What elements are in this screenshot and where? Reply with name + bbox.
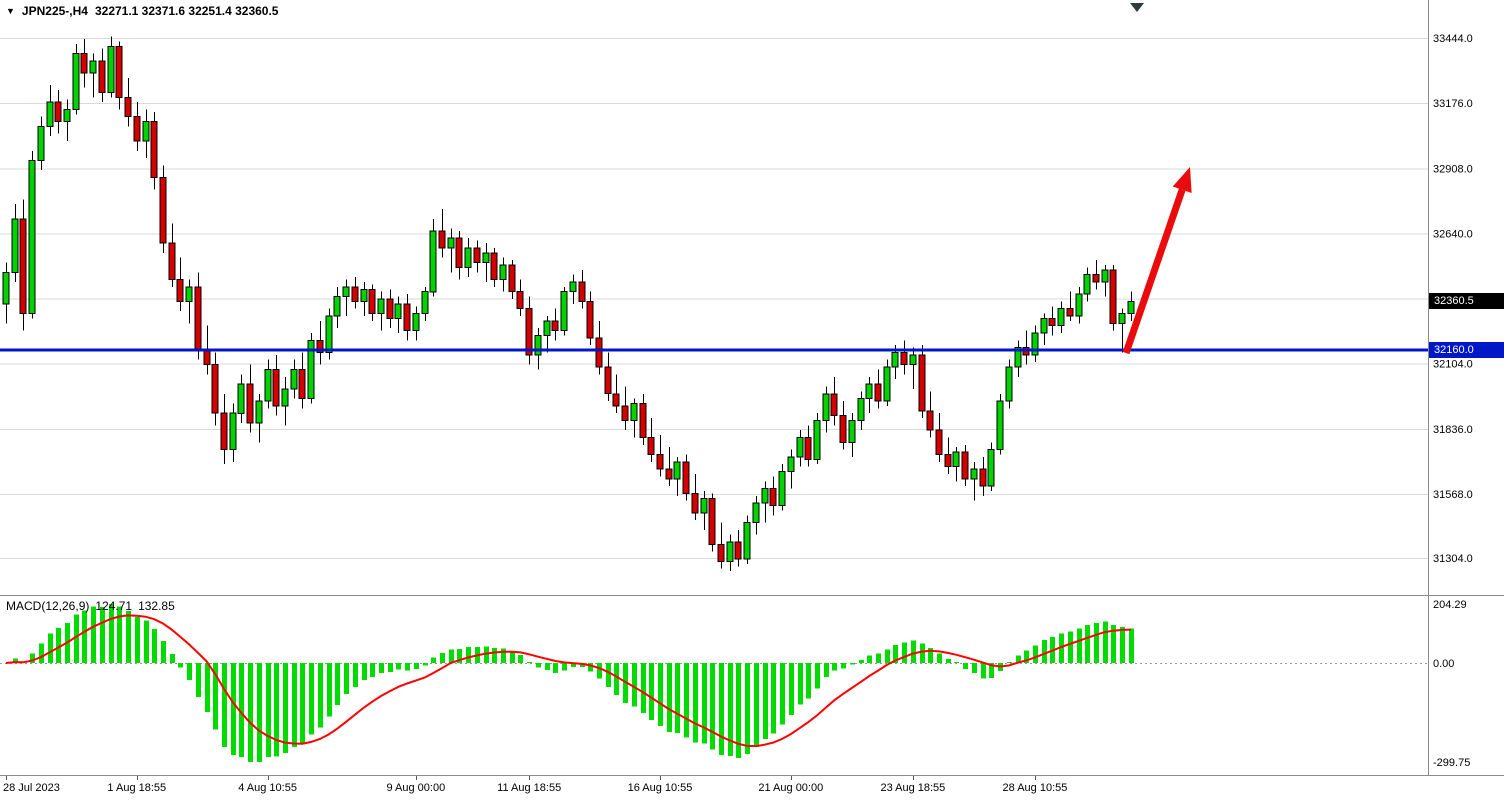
symbol-period-label: JPN225-,H4 xyxy=(21,4,88,18)
svg-text:32104.0: 32104.0 xyxy=(1433,359,1473,371)
symbol-dropdown-icon[interactable]: ▼ xyxy=(6,6,15,16)
svg-text:204.29: 204.29 xyxy=(1433,599,1467,611)
trend-arrow-object[interactable] xyxy=(1122,188,1186,355)
svg-text:11 Aug 18:55: 11 Aug 18:55 xyxy=(497,782,561,794)
svg-text:28 Jul 2023: 28 Jul 2023 xyxy=(3,782,60,794)
svg-text:0.00: 0.00 xyxy=(1433,658,1454,670)
macd-axis-labels[interactable]: 204.29 0.00 -299.75 xyxy=(1433,599,1470,769)
hline-price-badge: 32160.0 xyxy=(1429,342,1504,359)
candles-layer xyxy=(2,36,1135,572)
svg-text:-299.75: -299.75 xyxy=(1433,757,1470,769)
macd-signal-line xyxy=(5,614,1131,748)
current-price-badge: 32360.5 xyxy=(1429,293,1504,310)
svg-text:4 Aug 10:55: 4 Aug 10:55 xyxy=(238,782,297,794)
macd-indicator-label: MACD(12,26,9) 124.71 132.85 xyxy=(6,599,175,613)
svg-text:32908.0: 32908.0 xyxy=(1433,163,1473,175)
svg-text:33444.0: 33444.0 xyxy=(1433,33,1473,45)
panel-separators xyxy=(0,0,1504,776)
svg-text:16 Aug 10:55: 16 Aug 10:55 xyxy=(628,782,693,794)
time-axis-labels[interactable]: 28 Jul 2023 1 Aug 18:55 4 Aug 10:55 9 Aug 0… xyxy=(3,776,1067,794)
svg-text:33176.0: 33176.0 xyxy=(1433,98,1473,110)
ohlc-readout: 32271.1 32371.6 32251.4 32360.5 xyxy=(94,4,279,18)
macd-histogram xyxy=(13,604,1134,762)
svg-text:28 Aug 10:55: 28 Aug 10:55 xyxy=(1003,782,1068,794)
svg-text:9 Aug 00:00: 9 Aug 00:00 xyxy=(386,782,445,794)
svg-text:31568.0: 31568.0 xyxy=(1433,489,1473,501)
chart-title: ▼ JPN225-,H4 32271.1 32371.6 32251.4 323… xyxy=(6,4,278,18)
price-axis-labels[interactable]: 33444.0 33176.0 32908.0 32640.0 32104.0 31836… xyxy=(1433,33,1473,565)
svg-text:1 Aug 18:55: 1 Aug 18:55 xyxy=(107,782,166,794)
svg-text:31836.0: 31836.0 xyxy=(1433,424,1473,436)
svg-text:32640.0: 32640.0 xyxy=(1433,228,1473,240)
macd-name: MACD(12,26,9) xyxy=(6,599,90,613)
chart-top-marker-icon xyxy=(1130,3,1144,12)
svg-text:31304.0: 31304.0 xyxy=(1433,553,1473,565)
svg-text:23 Aug 18:55: 23 Aug 18:55 xyxy=(880,782,945,794)
macd-main-value: 124.71 xyxy=(95,599,133,613)
trend-arrow-head[interactable] xyxy=(1172,167,1192,193)
price-gridlines xyxy=(0,38,1428,560)
macd-signal-value: 132.85 xyxy=(138,599,175,613)
svg-text:21 Aug 00:00: 21 Aug 00:00 xyxy=(758,782,823,794)
